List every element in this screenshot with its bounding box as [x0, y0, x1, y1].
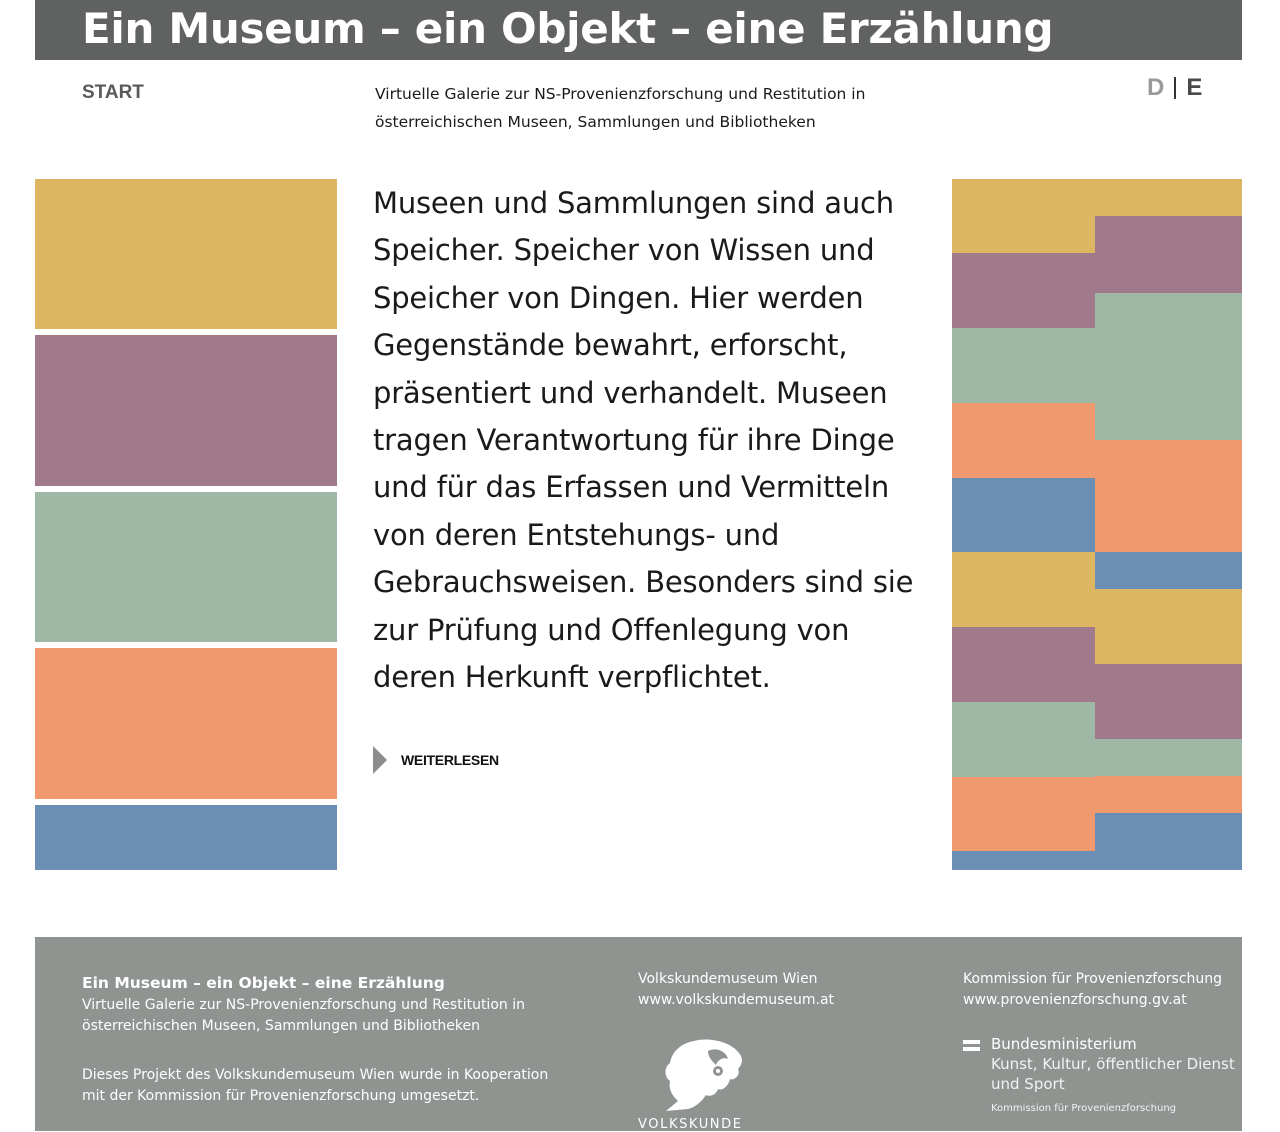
mosaic-tile	[1095, 440, 1242, 552]
footer-museum-info: Volkskundemuseum Wien www.volkskundemuse…	[638, 969, 898, 1011]
mosaic-tile	[952, 478, 1095, 552]
lang-de-link[interactable]: D	[1147, 74, 1165, 101]
intro-text: Museen und Sammlungen sind auch Speicher…	[373, 186, 914, 695]
mosaic-tile	[952, 328, 1095, 403]
site-header: Ein Museum – ein Objekt – eine Erzählung	[35, 0, 1242, 60]
mosaic-tile	[1095, 776, 1242, 813]
mosaic-tile	[952, 851, 1095, 870]
footer-project-info: Ein Museum – ein Objekt – eine Erzählung…	[82, 972, 552, 1107]
mosaic-tile	[952, 552, 1095, 627]
mosaic-tile	[1095, 552, 1242, 589]
read-more-link[interactable]: WEITERLESEN	[373, 746, 499, 774]
color-block-salmon[interactable]	[35, 648, 337, 799]
mosaic-tile	[1095, 813, 1242, 870]
lang-divider	[1174, 77, 1177, 99]
color-block-mauve[interactable]	[35, 335, 337, 486]
site-title[interactable]: Ein Museum – ein Objekt – eine Erzählung	[82, 4, 1054, 53]
austria-flag-icon	[963, 1040, 980, 1054]
footer-project-title: Ein Museum – ein Objekt – eine Erzählung	[82, 974, 445, 992]
footer-commission-info: Kommission für Provenienzforschung www.p…	[963, 969, 1238, 1011]
volkskunde-logo-text: VOLKSKUNDE	[638, 1117, 743, 1132]
nav-start-link[interactable]: START	[82, 82, 144, 103]
footer-museum-name: Volkskundemuseum Wien	[638, 971, 818, 987]
mosaic-tile	[952, 253, 1095, 328]
color-block-blue[interactable]	[35, 805, 337, 870]
mosaic-tile	[952, 179, 1095, 253]
mosaic-tile	[952, 403, 1095, 478]
site-footer: Ein Museum – ein Objekt – eine Erzählung…	[35, 937, 1242, 1132]
color-block-sage[interactable]	[35, 492, 337, 642]
lang-en-link[interactable]: E	[1186, 74, 1203, 101]
ministry-name: Bundesministerium	[991, 1035, 1137, 1053]
volkskunde-head-icon	[665, 1039, 742, 1111]
language-switcher: D E	[1147, 74, 1202, 102]
mosaic-tile	[1095, 216, 1242, 293]
mosaic-tile	[952, 702, 1095, 777]
read-more-label: WEITERLESEN	[401, 752, 499, 768]
ministry-department: Kunst, Kultur, öffentlicher Dienst und S…	[991, 1055, 1235, 1093]
mosaic-tile	[1095, 293, 1242, 440]
footer-commission-link[interactable]: www.provenienzforschung.gv.at	[963, 992, 1187, 1008]
arrow-right-icon	[373, 746, 387, 774]
volkskunde-logo[interactable]: VOLKSKUNDE	[638, 1037, 748, 1132]
footer-museum-link[interactable]: www.volkskundemuseum.at	[638, 992, 835, 1008]
mosaic-tile	[1095, 179, 1242, 216]
footer-commission-name: Kommission für Provenienzforschung	[963, 971, 1223, 987]
color-block-ochre[interactable]	[35, 179, 337, 329]
mosaic-tile	[1095, 589, 1242, 664]
mosaic-tile	[1095, 664, 1242, 739]
right-color-mosaic	[952, 179, 1242, 870]
footer-project-note: Dieses Projekt des Volkskundemuseum Wien…	[82, 1067, 549, 1104]
ministry-subtitle: Kommission für Provenienzforschung	[991, 1103, 1177, 1114]
footer-project-desc: Virtuelle Galerie zur NS-Provenienzforsc…	[82, 997, 525, 1034]
mosaic-tile	[952, 777, 1095, 851]
mosaic-tile	[952, 627, 1095, 702]
mosaic-tile	[1095, 739, 1242, 776]
site-subtitle: Virtuelle Galerie zur NS-Provenienzforsc…	[375, 85, 866, 131]
